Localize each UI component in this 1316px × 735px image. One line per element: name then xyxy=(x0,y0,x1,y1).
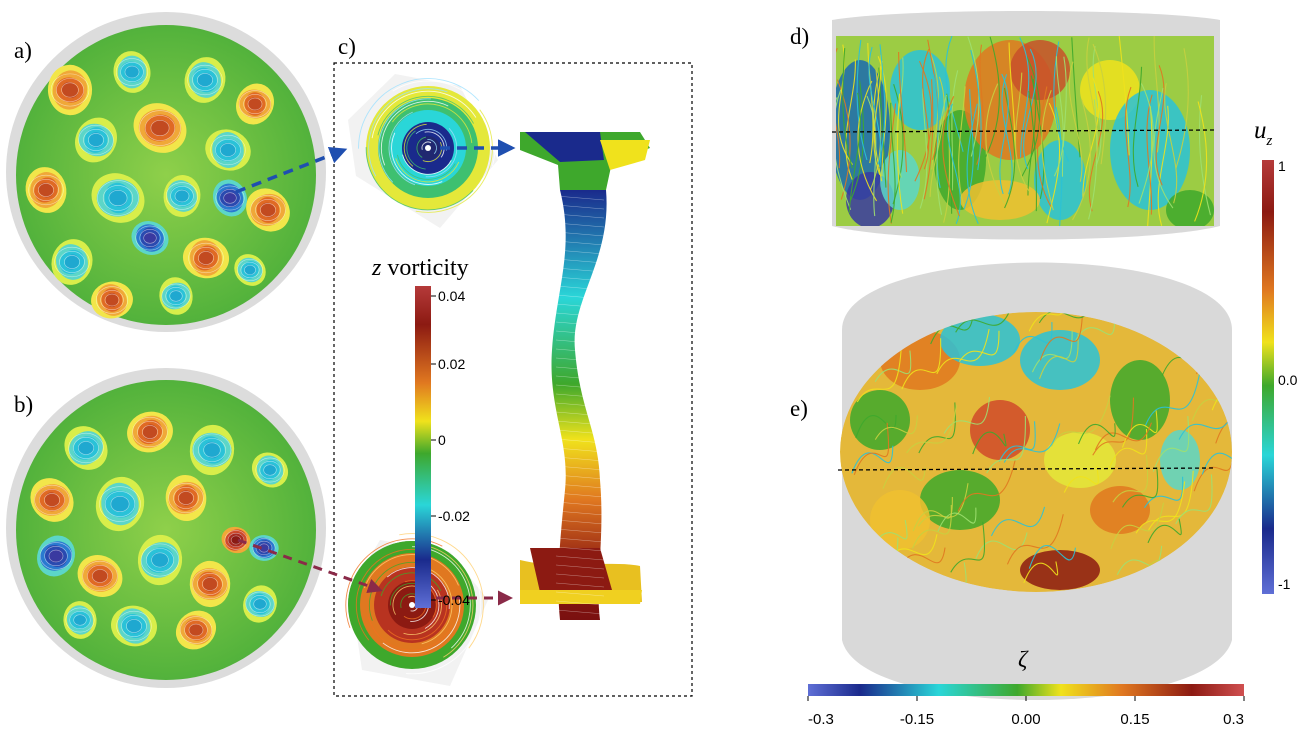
panel-label-b: b) xyxy=(14,392,33,417)
zeta-tick-label: 0.15 xyxy=(1120,711,1149,728)
vorticity-tick-label: -0.04 xyxy=(438,592,470,608)
uz-tick-label: 0.0 xyxy=(1278,372,1298,388)
uz-colorbar-title: uz xyxy=(1254,117,1273,149)
vorticity-tick-label: -0.02 xyxy=(438,508,470,524)
zeta-tick-label: -0.3 xyxy=(808,711,834,728)
vorticity-tick-label: 0.02 xyxy=(438,356,465,372)
panel-a-disk xyxy=(6,12,326,332)
arrow-blue-1 xyxy=(235,146,348,194)
panel-c-frame xyxy=(333,62,693,697)
panel-e-cylinder xyxy=(837,262,1232,700)
top-vortex-inset xyxy=(348,74,498,228)
zeta-tick-label: -0.15 xyxy=(900,711,934,728)
zeta-colorbar-title: ζ xyxy=(1018,647,1029,672)
vorticity-colorbar-title: z vorticity xyxy=(371,255,469,281)
vorticity-tick-label: 0.04 xyxy=(438,288,465,304)
zeta-tick-label: 0.3 xyxy=(1223,711,1244,728)
panel-b-disk xyxy=(6,368,326,688)
panel-label-d: d) xyxy=(790,24,809,49)
zeta-colorbar: ζ -0.3 -0.15 0.00 0.15 0.3 xyxy=(807,647,1245,728)
uz-tick-label: 1 xyxy=(1278,158,1286,174)
zeta-tick-label: 0.00 xyxy=(1011,711,1040,728)
panel-label-a: a) xyxy=(14,38,32,63)
vortex-column xyxy=(520,132,650,620)
vorticity-colorbar: z vorticity 0.04 0.02 0 -0.02 -0.04 xyxy=(371,255,470,608)
uz-tick-label: -1 xyxy=(1278,576,1291,592)
vorticity-tick-label: 0 xyxy=(438,432,446,448)
panel-label-e: e) xyxy=(790,396,808,421)
panel-d-cylinder xyxy=(831,11,1220,240)
uz-colorbar: uz 1 0.0 -1 xyxy=(1254,117,1298,594)
panel-label-c: c) xyxy=(338,34,356,59)
